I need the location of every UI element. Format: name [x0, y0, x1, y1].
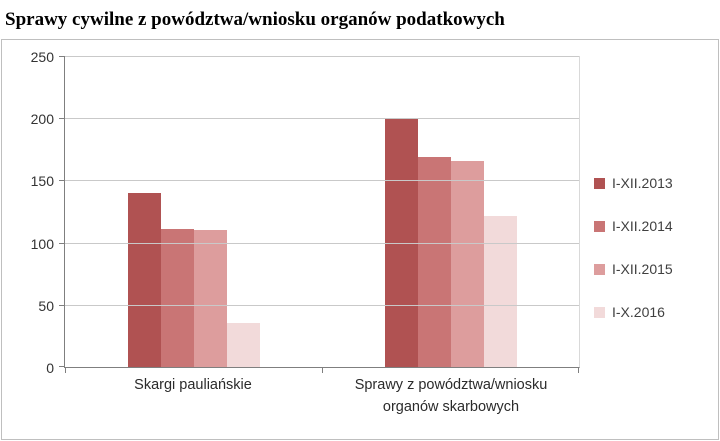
bar-I-XII.2014 [417, 156, 451, 367]
y-tickmark-150 [59, 180, 65, 182]
category-label-1: Sprawy z powództwa/wniosku organów skarb… [354, 377, 548, 415]
y-tick-label-0: 0 [46, 360, 54, 376]
y-axis: 0 50 100 150 200 250 [2, 49, 64, 376]
legend-label-I-XII.2015: I-XII.2015 [612, 261, 673, 277]
legend-swatch-I-X.2016 [594, 306, 605, 318]
y-tick-label-200: 200 [30, 111, 54, 128]
category-label-0: Skargi pauliańskie [134, 377, 252, 393]
bar-I-XII.2015 [450, 160, 484, 367]
y-tick-label-250: 250 [30, 49, 54, 65]
legend-label-I-XII.2014: I-XII.2014 [612, 218, 673, 234]
bar-I-XII.2013 [384, 118, 418, 367]
legend-item-I-XII.2015: I-XII.2015 [594, 261, 718, 277]
x-axis-labels: Skargi pauliańskie Sprawy z powództwa/wni… [64, 368, 580, 439]
x-tickmark [578, 367, 579, 373]
y-tickmark-250 [59, 56, 65, 57]
legend-swatch-I-XII.2013 [594, 177, 605, 189]
x-tickmark [322, 367, 323, 373]
chart-frame: 0 50 100 150 200 250 I-XII.2013 I-XII.2014 I-XI… [1, 39, 719, 440]
chart-grid: 0 50 100 150 200 250 I-XII.2013 I-XII.2014 I-XI… [2, 40, 718, 439]
legend-item-I-XII.2014: I-XII.2014 [594, 218, 718, 234]
bar-I-XII.2013 [127, 192, 161, 367]
gridline-250 [65, 56, 579, 57]
bar-group-0 [65, 56, 322, 367]
x-tickmark [65, 367, 66, 373]
gridline-50 [65, 304, 579, 306]
y-tick-label-150: 150 [30, 173, 54, 190]
bar-group-1 [322, 56, 579, 367]
y-tickmark-200 [59, 118, 65, 120]
y-tick-label-100: 100 [30, 235, 54, 252]
legend-item-I-XII.2013: I-XII.2013 [594, 175, 718, 191]
legend-label-I-X.2016: I-X.2016 [612, 304, 665, 320]
gridline-200 [65, 118, 579, 120]
bar-I-XII.2015 [193, 230, 227, 367]
legend-swatch-I-XII.2015 [594, 263, 605, 275]
y-tickmark-0 [59, 366, 65, 367]
bar-I-X.2016 [483, 216, 517, 367]
legend: I-XII.2013 I-XII.2014 I-XII.2015 I-X.2016 [580, 56, 718, 439]
chart-title: Sprawy cywilne z powództwa/wniosku organ… [5, 9, 505, 30]
gridline-150 [65, 180, 579, 182]
gridline-100 [65, 242, 579, 244]
legend-swatch-I-XII.2014 [594, 220, 605, 232]
legend-label-I-XII.2013: I-XII.2013 [612, 175, 673, 191]
y-tickmark-100 [59, 242, 65, 244]
legend-item-I-X.2016: I-X.2016 [594, 304, 718, 320]
bar-groups [65, 56, 579, 367]
plot-area [59, 56, 580, 373]
y-tickmark-50 [59, 304, 65, 306]
bar-I-XII.2014 [160, 228, 194, 367]
bar-I-X.2016 [226, 323, 260, 367]
y-tick-label-50: 50 [38, 297, 54, 314]
